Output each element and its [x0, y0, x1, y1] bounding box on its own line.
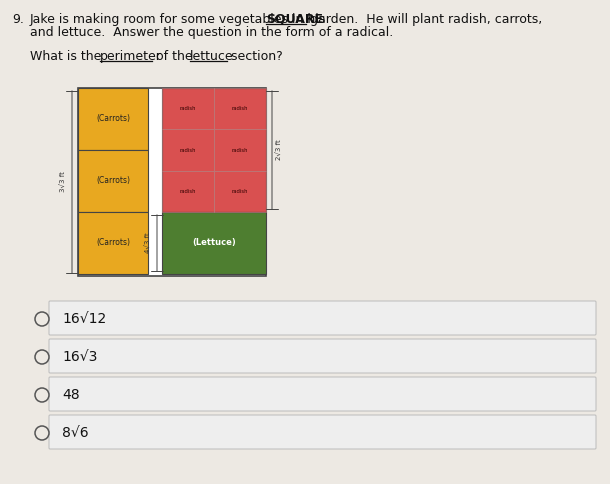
- Bar: [214, 171, 266, 212]
- Text: SQUARE: SQUARE: [266, 13, 323, 26]
- Bar: [162, 129, 214, 171]
- Text: (Carrots): (Carrots): [96, 239, 130, 247]
- Circle shape: [35, 312, 49, 326]
- Text: (Lettuce): (Lettuce): [192, 239, 236, 247]
- Bar: [78, 88, 148, 150]
- Text: (Carrots): (Carrots): [96, 177, 130, 185]
- Text: 9.: 9.: [12, 13, 24, 26]
- Text: radish: radish: [180, 189, 196, 194]
- Bar: [78, 88, 266, 276]
- Text: perimeter: perimeter: [100, 50, 162, 63]
- Text: (Carrots): (Carrots): [96, 115, 130, 123]
- Text: What is the: What is the: [30, 50, 106, 63]
- Text: garden.  He will plant radish, carrots,: garden. He will plant radish, carrots,: [306, 13, 542, 26]
- Bar: [78, 150, 148, 212]
- FancyBboxPatch shape: [49, 377, 596, 411]
- Text: radish: radish: [232, 148, 248, 152]
- Text: 2√3 ft: 2√3 ft: [277, 139, 283, 160]
- Circle shape: [35, 350, 49, 364]
- Text: and lettuce.  Answer the question in the form of a radical.: and lettuce. Answer the question in the …: [30, 26, 393, 39]
- Bar: [162, 88, 266, 212]
- FancyBboxPatch shape: [49, 339, 596, 373]
- Text: section?: section?: [227, 50, 283, 63]
- Text: 48: 48: [62, 388, 80, 402]
- Bar: [214, 88, 266, 129]
- Text: 3√3 ft: 3√3 ft: [61, 171, 67, 193]
- Text: radish: radish: [232, 189, 248, 194]
- Text: radish: radish: [180, 148, 196, 152]
- Text: radish: radish: [232, 106, 248, 111]
- Circle shape: [35, 426, 49, 440]
- Text: Jake is making room for some vegetables in his: Jake is making room for some vegetables …: [30, 13, 330, 26]
- Text: 16√12: 16√12: [62, 312, 106, 326]
- Bar: [162, 212, 266, 274]
- Text: lettuce: lettuce: [190, 50, 234, 63]
- Bar: [78, 212, 148, 274]
- Text: radish: radish: [180, 106, 196, 111]
- Bar: [162, 88, 214, 129]
- Text: 8√6: 8√6: [62, 426, 88, 440]
- Text: of the: of the: [152, 50, 196, 63]
- Bar: [162, 171, 214, 212]
- FancyBboxPatch shape: [49, 301, 596, 335]
- Bar: [214, 129, 266, 171]
- Circle shape: [35, 388, 49, 402]
- FancyBboxPatch shape: [49, 415, 596, 449]
- Text: 16√3: 16√3: [62, 350, 98, 364]
- Text: 4√3 ft: 4√3 ft: [146, 233, 152, 254]
